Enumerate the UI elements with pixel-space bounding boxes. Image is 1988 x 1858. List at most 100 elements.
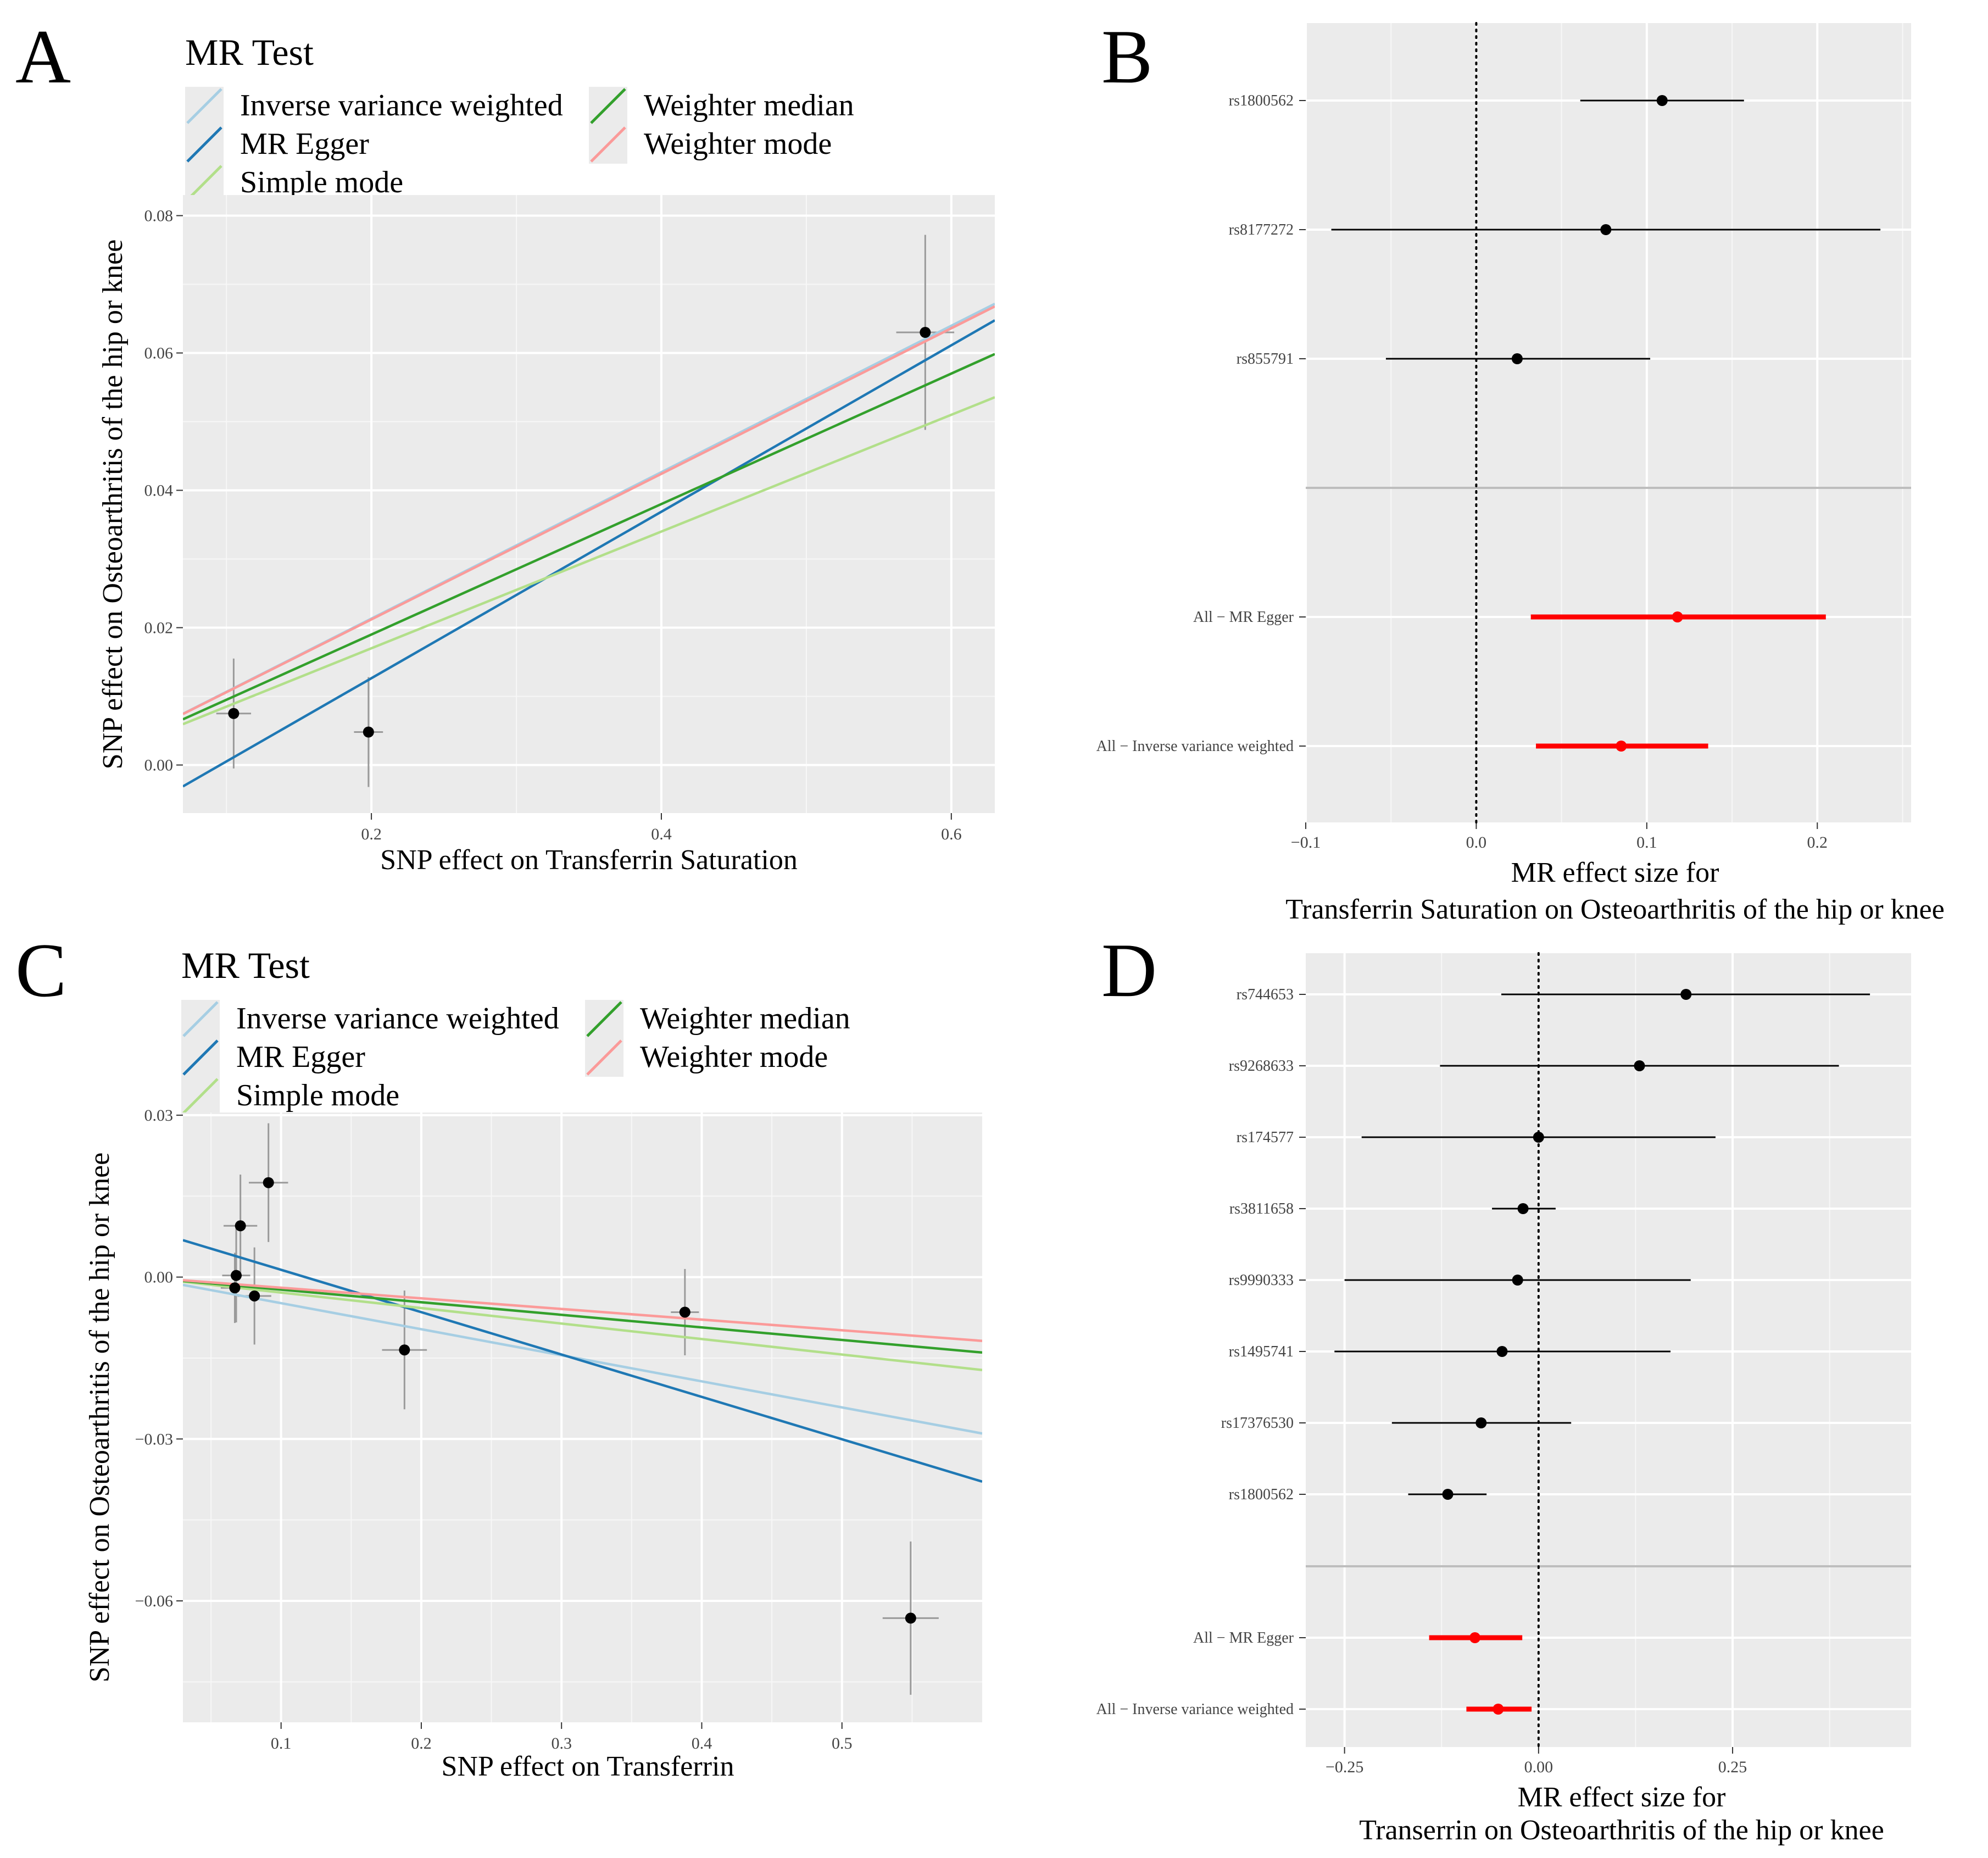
y-tick-label-a: 0.06 [144,344,174,363]
x-tick-label-d: −0.25 [1326,1758,1363,1776]
effect-estimate-point-d [1533,1132,1544,1143]
snp-label-b: All − MR Egger [1193,609,1294,626]
x-tick-label-c: 0.5 [832,1734,853,1753]
effect-estimate-point-d [1475,1417,1487,1428]
y-axis-title-a: SNP effect on Osteoarthritis of the hip … [97,240,129,770]
plot-area-a: 0.2 0.4 0.6 0.00 0.02 0.04 0.06 0.08 [144,195,995,843]
snp-label-d: rs174577 [1237,1129,1294,1146]
plot-panel-c [183,1112,982,1722]
legend-key-line-a [186,88,222,124]
panel-letter-c: C [15,928,66,1013]
legend-key-line-a [186,165,222,201]
effect-estimate-point-b [1600,224,1612,235]
x-tick-label-c: 0.2 [411,1734,432,1753]
x-tick-label-a: 0.6 [941,825,962,843]
x-tick-label-c: 0.3 [551,1734,572,1753]
snp-label-d: rs9268633 [1229,1058,1294,1075]
snp-label-b: All − Inverse variance weighted [1096,738,1294,755]
legend-label-c: Inverse variance weighted [236,1002,559,1036]
plot-area-d: −0.25 0.00 0.25 rs744653 rs9268633 rs174577 rs… [1096,952,1911,1776]
snp-label-b: rs8177272 [1229,221,1294,238]
snp-label-d: rs17376530 [1221,1415,1294,1432]
regression-line-c [183,1239,982,1483]
panel-c: C MR Test Inverse variance weighted MR Egg… [15,928,982,1782]
legend-key-line-a [186,126,222,163]
data-point-c [905,1612,916,1624]
effect-estimate-point-d [1496,1346,1508,1357]
data-point-c [399,1344,410,1356]
legend-c: MR Test Inverse variance weighted MR Egger… [181,944,850,1115]
data-point-c [229,1282,241,1294]
legend-key-line-c [182,1001,219,1037]
panel-a: A MR Test Inverse variance weighted MR Egg… [15,14,995,876]
y-tick-label-c: −0.03 [135,1430,173,1448]
legend-label-a: Weighter median [644,88,854,123]
effect-estimate-point-d [1512,1275,1523,1286]
panel-d: D −0.25 0.00 0.25 rs744653 rs9268633 rs174577… [1096,928,1911,1846]
y-tick-label-c: −0.06 [135,1592,173,1610]
legend-title-c: MR Test [181,944,310,986]
snp-label-b: rs855791 [1237,351,1294,368]
data-point-a [920,327,931,338]
regression-line-a [183,396,995,726]
regression-line-a [183,353,995,721]
x-axis-title-d-line2: Transerrin on Osteoarthritis of the hip … [1359,1815,1884,1846]
x-axis-title-a: SNP effect on Transferrin Saturation [380,844,798,876]
x-tick-label-a: 0.2 [361,825,382,843]
data-point-a [228,708,240,719]
plot-panel-a [183,195,995,813]
regression-lines-c [183,1239,982,1483]
x-tick-label-b: −0.1 [1291,833,1321,852]
legend-key-line-c [182,1078,219,1114]
snp-label-b: rs1800562 [1229,92,1294,109]
regression-line-a [183,305,995,715]
legend-label-c: Weighter median [640,1002,850,1036]
data-point-c [235,1220,246,1232]
regression-line-a [183,319,995,788]
plot-panel-d [1306,953,1911,1747]
panel-letter-a: A [15,14,71,99]
x-tick-label-c: 0.1 [271,1734,292,1753]
effect-estimate-point-d [1634,1060,1645,1071]
x-tick-label-d: 0.00 [1524,1758,1553,1776]
panel-b: B −0.1 0.0 0.1 0.2 rs1800562 rs8177272 rs85579… [1096,14,1945,925]
legend-label-c: Simple mode [236,1078,399,1112]
x-tick-label-b: 0.1 [1636,833,1657,852]
regression-line-c [183,1283,982,1435]
x-tick-label-a: 0.4 [651,825,672,843]
snp-label-d: All − Inverse variance weighted [1096,1701,1294,1718]
x-axis-title-d: MR effect size for [1518,1782,1726,1813]
effect-estimate-point-d [1442,1489,1454,1500]
x-axis-title-c: SNP effect on Transferrin [442,1751,734,1782]
regression-line-c [183,1280,982,1371]
effect-estimate-point-d [1680,989,1692,1000]
snp-label-d: All − MR Egger [1193,1629,1294,1646]
y-tick-label-c: 0.03 [144,1106,174,1125]
effect-estimate-point-d [1493,1704,1504,1715]
y-tick-label-a: 0.08 [144,207,174,225]
legend-a: MR Test Inverse variance weighted MR Egger… [185,31,854,202]
x-tick-label-d: 0.25 [1718,1758,1747,1776]
plot-panel-b [1306,23,1911,822]
x-axis-title-b-line2: Transferrin Saturation on Osteoarthritis… [1285,894,1945,925]
legend-key-line-c [182,1039,219,1076]
x-tick-label-b: 0.2 [1807,833,1828,852]
legend-key-line-a [590,88,626,124]
plot-area-c: 0.1 0.2 0.3 0.4 0.5 −0.06 −0.03 0.00 0.03 [135,1106,982,1753]
effect-estimate-point-b [1511,353,1523,364]
data-point-a [363,726,374,738]
snp-label-d: rs9990333 [1229,1272,1294,1289]
panel-letter-d: D [1101,928,1157,1013]
y-tick-label-a: 0.04 [144,482,174,500]
x-tick-label-b: 0.0 [1466,833,1487,852]
effect-estimate-point-d [1517,1203,1529,1214]
regression-line-c [183,1279,982,1342]
effect-estimate-point-b [1656,95,1668,106]
x-axis-title-b: MR effect size for [1511,857,1719,888]
legend-key-line-c [586,1039,622,1076]
effect-estimate-point-b [1616,741,1627,752]
legend-key-line-c [586,1001,622,1037]
panel-letter-b: B [1101,14,1152,99]
effect-estimate-point-d [1469,1632,1480,1643]
